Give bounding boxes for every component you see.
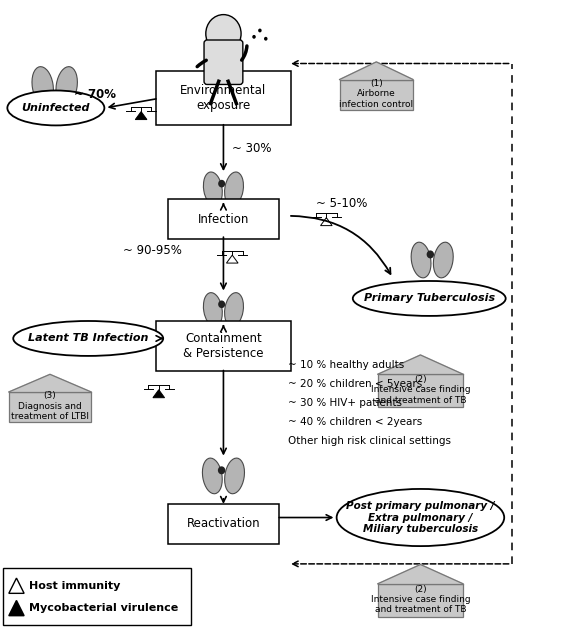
Polygon shape	[9, 374, 91, 392]
Text: ~ 90-95%: ~ 90-95%	[123, 244, 182, 257]
Ellipse shape	[203, 293, 222, 326]
Ellipse shape	[225, 458, 245, 494]
Ellipse shape	[7, 91, 105, 126]
FancyBboxPatch shape	[168, 199, 279, 239]
Text: Primary Tuberculosis: Primary Tuberculosis	[363, 293, 495, 304]
FancyBboxPatch shape	[168, 504, 279, 544]
Text: ~ 30 % HIV+ patients: ~ 30 % HIV+ patients	[288, 398, 402, 408]
Text: ~ 30%: ~ 30%	[232, 142, 272, 155]
Text: ~ 5-10%: ~ 5-10%	[316, 197, 367, 210]
Ellipse shape	[353, 281, 506, 316]
Text: Other high risk clinical settings: Other high risk clinical settings	[288, 436, 451, 446]
Text: Host immunity: Host immunity	[29, 581, 121, 591]
Text: Containment
& Persistence: Containment & Persistence	[183, 332, 263, 360]
Ellipse shape	[14, 321, 163, 356]
Text: Infection: Infection	[198, 213, 249, 225]
Text: ~ 20 % children < 5years: ~ 20 % children < 5years	[288, 379, 422, 389]
Text: Environmental
exposure: Environmental exposure	[181, 84, 266, 112]
Polygon shape	[377, 355, 463, 374]
FancyBboxPatch shape	[3, 568, 191, 625]
Ellipse shape	[433, 242, 453, 278]
Polygon shape	[135, 112, 147, 119]
Bar	[377, 584, 463, 617]
Circle shape	[206, 15, 241, 53]
Polygon shape	[340, 62, 413, 79]
Ellipse shape	[203, 172, 222, 206]
Bar	[377, 374, 463, 407]
Circle shape	[252, 35, 256, 39]
Ellipse shape	[225, 172, 243, 206]
FancyBboxPatch shape	[156, 72, 291, 126]
Circle shape	[258, 29, 262, 32]
Text: Mycobacterial virulence: Mycobacterial virulence	[29, 603, 179, 613]
Circle shape	[218, 180, 225, 187]
Text: (2)
Intensive case finding
and treatment of TB: (2) Intensive case finding and treatment…	[370, 375, 470, 405]
Ellipse shape	[225, 293, 243, 326]
Text: Latent TB Infection: Latent TB Infection	[28, 333, 148, 344]
Bar	[340, 79, 413, 110]
Text: Post primary pulmonary /
Extra pulmonary /
Miliary tuberculosis: Post primary pulmonary / Extra pulmonary…	[346, 501, 495, 534]
Ellipse shape	[411, 242, 431, 278]
Circle shape	[264, 37, 268, 41]
Ellipse shape	[56, 67, 78, 105]
Ellipse shape	[32, 67, 54, 105]
Polygon shape	[320, 218, 332, 225]
Text: Uninfected: Uninfected	[22, 103, 90, 113]
Polygon shape	[377, 565, 463, 584]
FancyBboxPatch shape	[156, 321, 291, 371]
Circle shape	[427, 250, 434, 258]
Polygon shape	[226, 255, 238, 263]
Bar	[9, 392, 91, 422]
Text: ~ 40 % children < 2years: ~ 40 % children < 2years	[288, 417, 422, 427]
Text: ~ 10 % healthy adults: ~ 10 % healthy adults	[288, 360, 405, 370]
Text: ~ 70%: ~ 70%	[74, 88, 116, 101]
Ellipse shape	[336, 489, 504, 546]
Text: (1)
Airborne
infection control: (1) Airborne infection control	[339, 79, 413, 109]
Text: (3)
Diagnosis and
treatment of LTBI: (3) Diagnosis and treatment of LTBI	[11, 391, 89, 421]
Ellipse shape	[202, 458, 222, 494]
Text: (2)
Intensive case finding
and treatment of TB: (2) Intensive case finding and treatment…	[370, 585, 470, 615]
Text: Reactivation: Reactivation	[186, 518, 260, 530]
Circle shape	[218, 466, 225, 474]
Circle shape	[218, 300, 225, 308]
Polygon shape	[9, 601, 24, 616]
Polygon shape	[153, 390, 165, 398]
FancyBboxPatch shape	[204, 40, 243, 84]
